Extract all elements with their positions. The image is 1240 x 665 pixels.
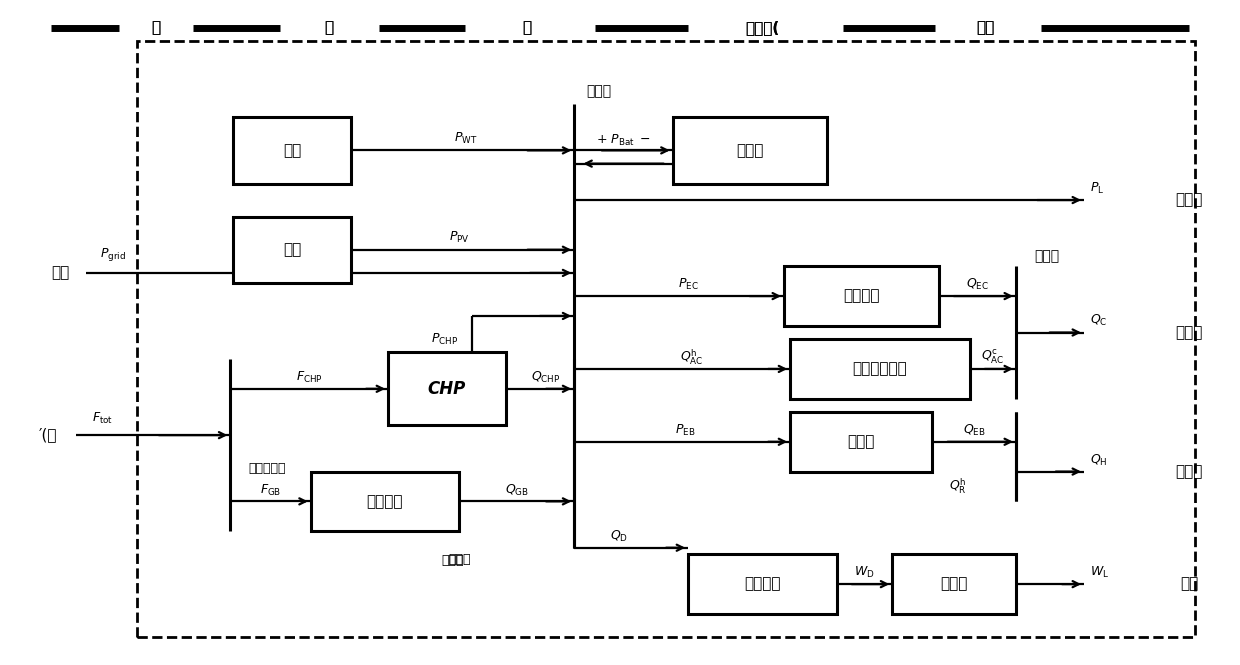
Text: ′(网: ′(网 [40,428,57,443]
Text: $Q_{\rm EB}$: $Q_{\rm EB}$ [962,423,986,438]
Text: $+\ P_{\rm Bat}\ -$: $+\ P_{\rm Bat}\ -$ [596,133,651,148]
Text: 冷母线: 冷母线 [1034,249,1059,263]
Text: $Q_{\rm EC}$: $Q_{\rm EC}$ [966,277,988,293]
Text: $Q_{\rm D}$: $Q_{\rm D}$ [610,529,627,544]
Text: 淡水: 淡水 [1180,577,1198,592]
Text: 天然气(: 天然气( [745,21,780,35]
Text: 电: 电 [151,21,161,35]
Bar [233,217,351,283]
Text: $F_{\rm CHP}$: $F_{\rm CHP}$ [295,370,322,385]
Text: $F_{\rm tot}$: $F_{\rm tot}$ [92,411,113,426]
Text: 电负荷: 电负荷 [1176,193,1203,207]
Text: 电制冷机: 电制冷机 [843,289,879,304]
Text: 电母线: 电母线 [587,84,611,98]
Text: 海水淡化: 海水淡化 [744,577,780,592]
Text: $P_{\rm EB}$: $P_{\rm EB}$ [676,423,696,438]
Text: $P_{\rm L}$: $P_{\rm L}$ [1090,181,1105,196]
Text: 热: 热 [522,21,532,35]
Text: 热母线: 热母线 [441,555,464,567]
Bar [388,352,506,425]
Text: 燃气锅炉: 燃气锅炉 [367,494,403,509]
Text: 天然气(: 天然气( [745,21,780,35]
Bar [672,117,827,184]
Text: $W_{\rm L}$: $W_{\rm L}$ [1090,565,1110,580]
Text: 冷: 冷 [325,21,334,35]
Text: $Q_{\rm H}$: $Q_{\rm H}$ [1090,453,1107,468]
Bar [138,41,1195,637]
Text: $Q_{\rm R}^{\rm h}$: $Q_{\rm R}^{\rm h}$ [949,476,966,496]
Text: $P_{\rm PV}$: $P_{\rm PV}$ [449,230,470,245]
Text: $Q_{\rm AC}^{\rm h}$: $Q_{\rm AC}^{\rm h}$ [680,348,703,367]
Text: 冷负荷: 冷负荷 [1176,325,1203,340]
Bar [893,555,1016,614]
Text: 吸收式制冷机: 吸收式制冷机 [852,361,908,376]
Text: 热母线: 热母线 [448,553,470,566]
Bar [790,412,932,471]
Text: 蓄水罐: 蓄水罐 [940,577,967,592]
Bar [790,339,970,399]
Text: $Q_{\rm C}$: $Q_{\rm C}$ [1090,313,1107,328]
Text: 天然气母线: 天然气母线 [249,462,286,475]
Text: $P_{\rm EC}$: $P_{\rm EC}$ [678,277,698,293]
Text: $Q_{\rm AC}^{\rm c}$: $Q_{\rm AC}^{\rm c}$ [981,349,1004,366]
Text: 电网: 电网 [52,265,69,281]
Text: 风机: 风机 [283,143,301,158]
Text: $F_{\rm GB}$: $F_{\rm GB}$ [260,483,281,497]
Bar [784,266,939,326]
Text: 热: 热 [522,21,532,35]
Text: 光伏: 光伏 [283,242,301,257]
Text: 电: 电 [151,21,161,35]
Text: $W_{\rm D}$: $W_{\rm D}$ [854,565,874,580]
Text: 淡水: 淡水 [976,21,994,35]
Text: $P_{\rm WT}$: $P_{\rm WT}$ [454,131,477,146]
Text: $P_{\rm grid}$: $P_{\rm grid}$ [99,246,125,263]
Text: 电锅炉: 电锅炉 [848,434,875,450]
Text: CHP: CHP [428,380,466,398]
Text: $Q_{\rm CHP}$: $Q_{\rm CHP}$ [531,370,560,385]
Bar [688,555,837,614]
Text: 热负荷: 热负荷 [1176,464,1203,479]
Text: $Q_{\rm GB}$: $Q_{\rm GB}$ [505,483,528,497]
Bar [311,471,459,531]
Bar [233,117,351,184]
Text: $P_{\rm CHP}$: $P_{\rm CHP}$ [430,332,458,346]
Text: 冷: 冷 [325,21,334,35]
Text: 蓄电池: 蓄电池 [737,143,764,158]
Text: 淡水: 淡水 [976,21,994,35]
